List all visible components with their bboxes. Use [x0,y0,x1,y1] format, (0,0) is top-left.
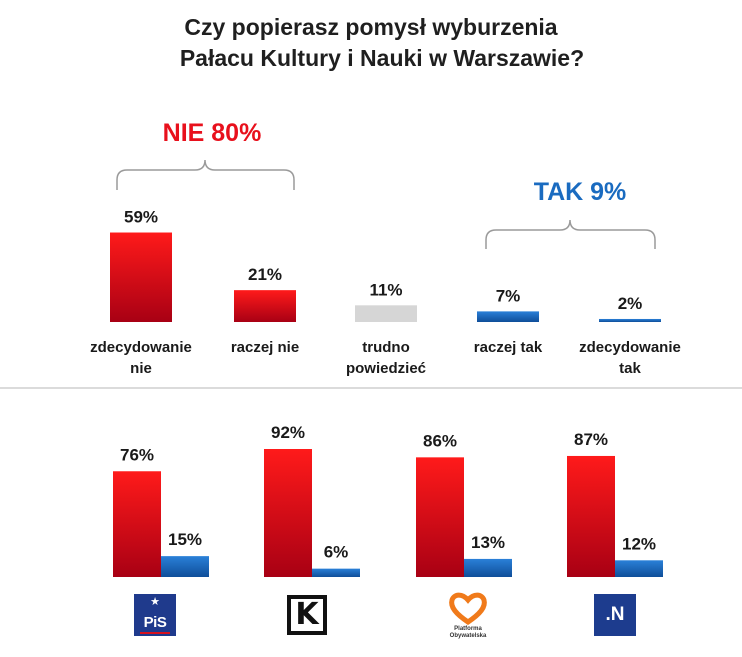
kukiz-logo-text: K [291,599,323,631]
bar-value-2: 11% [369,280,402,299]
party-chart: 76% 92% 86% 87% 15% 6% 13% 12% [113,423,663,577]
party-value-tak-2: 13% [471,533,505,552]
party-bar-tak-3 [615,560,663,577]
category-label-4-1: tak [619,360,641,377]
party-bar-nie-2 [416,457,464,577]
po-logo: Platforma Obywatelska [440,588,496,640]
pis-logo-stripe [140,632,170,634]
party-value-tak-0: 15% [168,530,202,549]
party-value-nie-3: 87% [574,430,608,449]
po-logo-text: Platforma Obywatelska [449,626,487,639]
party-bar-nie-1 [264,449,312,577]
party-value-nie-1: 92% [271,423,305,442]
bar-0 [110,232,172,322]
nie-bracket [116,159,295,190]
nie-label: NIE 80% [163,119,262,147]
tak-label: TAK 9% [534,178,627,206]
nowoczesna-logo-text: .N [605,604,625,625]
category-label-2-0: trudno [362,339,409,356]
party-bar-nie-0 [113,471,161,577]
category-label-3-0: raczej tak [474,339,543,356]
party-value-nie-0: 76% [120,445,154,464]
party-bar-nie-3 [567,455,615,577]
kukiz-logo: K [287,595,327,635]
party-bar-tak-1 [312,568,360,577]
po-heart-icon [449,592,487,626]
bar-value-4: 2% [618,294,643,313]
category-label-0-1: nie [130,360,152,377]
category-label-0-0: zdecydowanie [90,339,192,356]
party-value-tak-3: 12% [622,534,656,553]
nowoczesna-logo: .N [594,594,636,636]
title-line-1: Czy popierasz pomysł wyburzenia [184,14,558,40]
party-value-tak-1: 6% [324,543,349,562]
chart-title: Czy popierasz pomysł wyburzenia Pałacu K… [0,12,742,74]
bar-2 [355,305,417,322]
bar-4 [599,318,661,322]
party-bar-tak-2 [464,558,512,577]
party-value-nie-2: 86% [423,431,457,450]
top-chart: 59% zdecydowanie nie 21% raczej nie 11% trudno… [90,208,681,377]
tak-bracket [485,219,656,249]
category-label-2-1: powiedzieć [346,360,426,377]
party-bar-tak-0 [161,556,209,577]
bar-value-1: 21% [248,265,282,284]
bar-1 [234,290,296,322]
eagle-icon: ★ [150,596,160,608]
category-label-4-0: zdecydowanie [579,339,681,356]
bar-value-3: 7% [496,286,521,305]
bar-value-0: 59% [124,208,158,227]
title-line-2: Pałacu Kultury i Nauki w Warszawie? [179,45,585,71]
bar-3 [477,311,539,322]
category-label-1-0: raczej nie [231,339,299,356]
pis-logo-text: PiS [143,614,167,631]
pis-logo: ★ PiS [134,594,176,636]
